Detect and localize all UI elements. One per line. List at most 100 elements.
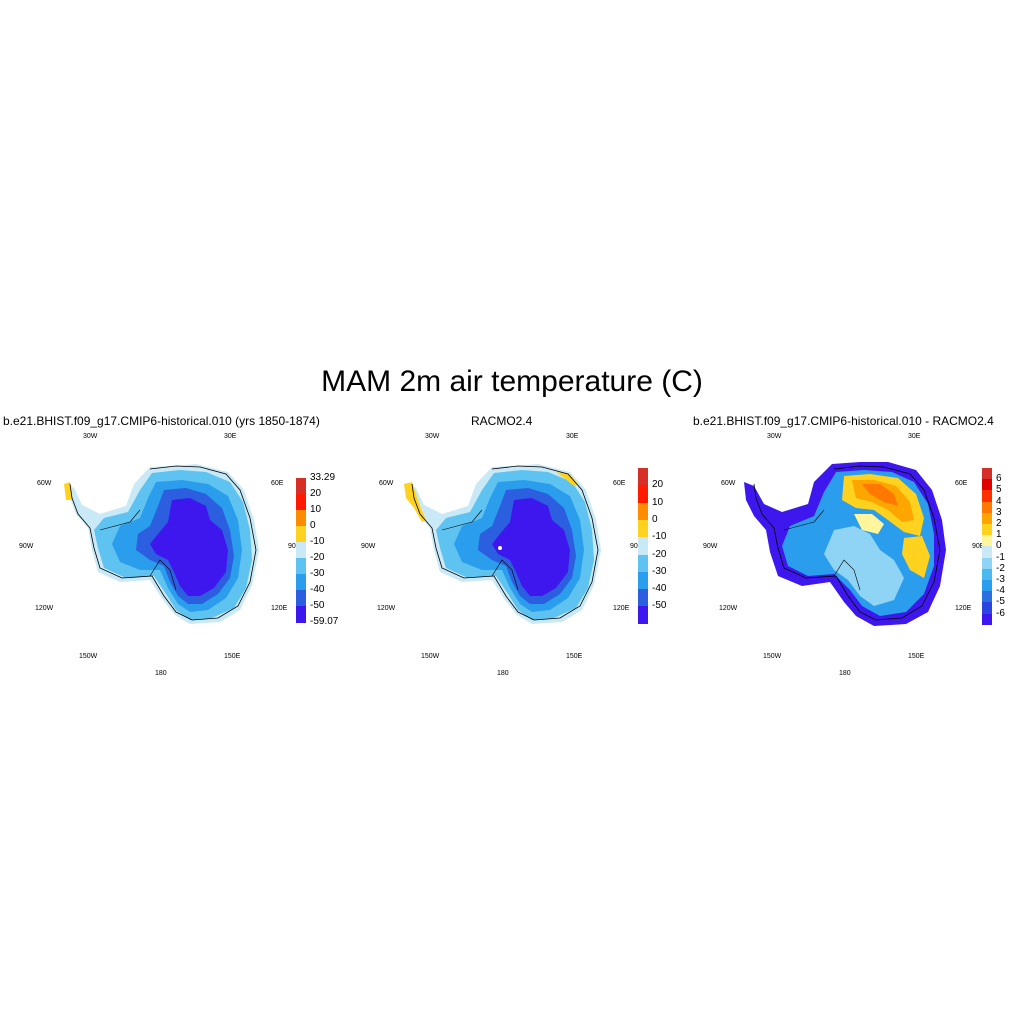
diff-yellow-east bbox=[902, 536, 930, 578]
colorbar-label: -59.07 bbox=[310, 616, 339, 627]
antarctica-map-difference bbox=[744, 462, 946, 626]
lon-label-30e: 30E bbox=[224, 433, 237, 440]
lon-label-180: 180 bbox=[839, 670, 851, 677]
coastline bbox=[69, 465, 257, 621]
lon-label-60w: 60W bbox=[379, 480, 394, 487]
colorbar-label: 20 bbox=[652, 479, 664, 491]
colorbar-label: -3 bbox=[996, 574, 1005, 585]
colorbar-swatch bbox=[982, 580, 992, 592]
figure-title: MAM 2m air temperature (C) bbox=[321, 365, 703, 398]
lon-label-120e: 120E bbox=[613, 605, 630, 612]
colorbar-swatch bbox=[982, 501, 992, 514]
colorbar-swatch bbox=[638, 606, 648, 625]
colorbar-label: -50 bbox=[652, 600, 667, 612]
lon-label-90e: 90E bbox=[972, 543, 985, 550]
colorbar-label: 0 bbox=[996, 540, 1002, 552]
lon-label-30e: 30E bbox=[908, 433, 921, 440]
lon-label-60e: 60E bbox=[613, 480, 626, 487]
colorbar-label: 6 bbox=[996, 473, 1002, 485]
ice-shelf-line bbox=[99, 509, 177, 591]
lon-label-120w: 120W bbox=[35, 605, 54, 612]
colorbar-label: 10 bbox=[310, 504, 322, 515]
lon-label-150w: 150W bbox=[763, 653, 782, 660]
panel-title-racmo: RACMO2.4 bbox=[471, 414, 533, 428]
colorbar-label: -30 bbox=[652, 565, 667, 577]
colorbar-label: 0 bbox=[652, 513, 658, 525]
antarctica-map-racmo bbox=[404, 464, 601, 624]
lon-label-90w: 90W bbox=[703, 543, 718, 550]
colorbar-swatch bbox=[638, 554, 648, 573]
colorbar-swatch bbox=[982, 512, 992, 525]
lon-label-60e: 60E bbox=[271, 480, 284, 487]
lon-label-60e: 60E bbox=[955, 480, 968, 487]
colorbar-swatch bbox=[296, 542, 306, 559]
colorbar-swatch bbox=[638, 502, 648, 521]
colorbar-swatch bbox=[296, 478, 306, 495]
lon-label-30e: 30E bbox=[566, 433, 579, 440]
lon-label-120e: 120E bbox=[955, 605, 972, 612]
colorbar-label: -1 bbox=[996, 551, 1005, 563]
colorbar-label: -40 bbox=[310, 584, 325, 595]
colorbar-label: -2 bbox=[996, 562, 1005, 574]
coastline bbox=[753, 465, 941, 621]
colorbar-swatch bbox=[296, 574, 306, 591]
colorbar-swatch bbox=[296, 494, 306, 511]
lon-label-120w: 120W bbox=[377, 605, 396, 612]
lon-label-30w: 30W bbox=[425, 433, 440, 440]
antarctica-map-model bbox=[64, 464, 259, 624]
ice-shelf-line bbox=[783, 509, 861, 591]
lon-label-90w: 90W bbox=[361, 543, 376, 550]
colorbar-swatch bbox=[982, 591, 992, 603]
colorbar-swatch bbox=[982, 468, 992, 480]
ice-shelf-line bbox=[441, 509, 519, 591]
lon-label-120w: 120W bbox=[719, 605, 738, 612]
colorbar-label: -40 bbox=[652, 583, 667, 595]
colorbar-swatch bbox=[296, 526, 306, 543]
panel-title-difference: b.e21.BHIST.f09_g17.CMIP6-historical.010… bbox=[693, 414, 994, 428]
colorbar-label: -30 bbox=[310, 568, 325, 579]
colorbar-swatch bbox=[982, 613, 992, 626]
warm-peninsula-coast bbox=[404, 482, 426, 522]
colorbar-swatch bbox=[638, 468, 648, 486]
lon-label-120e: 120E bbox=[271, 605, 288, 612]
colorbar-label: 3 bbox=[996, 506, 1002, 518]
colorbar-label: -4 bbox=[996, 585, 1005, 597]
lon-label-60w: 60W bbox=[37, 480, 52, 487]
colorbar-label: -20 bbox=[310, 552, 325, 563]
colorbar-swatch bbox=[296, 558, 306, 575]
colorbar-label: 33.29 bbox=[310, 472, 336, 483]
lon-label-30w: 30W bbox=[83, 433, 98, 440]
colorbar-swatch bbox=[982, 524, 992, 536]
lon-label-90e: 90E bbox=[288, 543, 301, 550]
colorbar-label: 5 bbox=[996, 484, 1002, 496]
colorbar-swatch bbox=[982, 602, 992, 615]
colorbar-swatch bbox=[638, 519, 648, 538]
panel-racmo: RACMO2.4 30W 30E 60W 60E 90W 90E 120W 12… bbox=[342, 410, 682, 690]
colorbar-label: -5 bbox=[996, 596, 1005, 608]
colorbar-swatch bbox=[296, 510, 306, 527]
colorbar-swatch bbox=[638, 589, 648, 607]
colorbar-swatch bbox=[638, 571, 648, 590]
panel-difference: b.e21.BHIST.f09_g17.CMIP6-historical.010… bbox=[684, 410, 1024, 690]
lon-label-30w: 30W bbox=[767, 433, 782, 440]
lon-label-180: 180 bbox=[497, 670, 509, 677]
colorbar-swatch bbox=[296, 606, 306, 623]
diff-lightblue bbox=[824, 526, 904, 606]
colorbar-swatch bbox=[982, 535, 992, 547]
diff-pale bbox=[854, 514, 884, 534]
colorbar-label: -6 bbox=[996, 607, 1005, 619]
lon-label-90w: 90W bbox=[19, 543, 34, 550]
colorbar-swatch bbox=[982, 546, 992, 559]
lon-label-150w: 150W bbox=[421, 653, 440, 660]
layer-minus50 bbox=[150, 498, 228, 596]
colorbar-swatch bbox=[638, 537, 648, 555]
layer-minus50 bbox=[492, 498, 570, 596]
colorbar-label: 2 bbox=[996, 518, 1002, 529]
colorbar-label: -20 bbox=[652, 548, 667, 560]
colorbar-swatch bbox=[296, 590, 306, 607]
lon-label-60w: 60W bbox=[721, 480, 736, 487]
colorbar-label: 4 bbox=[996, 495, 1002, 507]
coastline bbox=[411, 465, 599, 621]
colorbar-label: -10 bbox=[310, 536, 325, 547]
warm-east-coast bbox=[556, 472, 578, 486]
